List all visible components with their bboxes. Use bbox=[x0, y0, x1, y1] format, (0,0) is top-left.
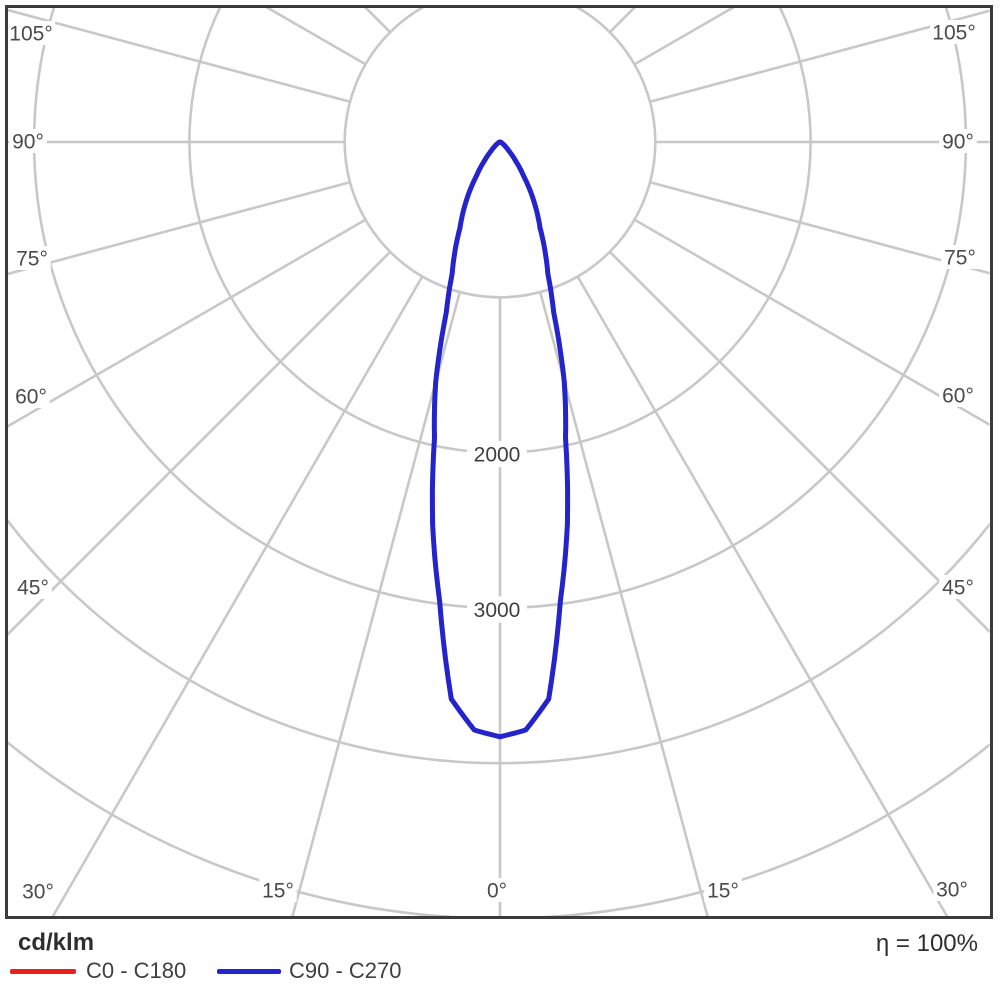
angle-label-right: 105° bbox=[932, 22, 975, 45]
gamma-spoke bbox=[8, 180, 351, 276]
angle-label-right-bg bbox=[933, 877, 971, 901]
angle-label-bottom: 0° bbox=[487, 880, 507, 903]
unit-label: cd/klm bbox=[18, 929, 95, 956]
angle-label-bottom: 15° bbox=[707, 880, 739, 903]
angle-label-right: 90° bbox=[942, 131, 974, 154]
angle-label-left: 45° bbox=[17, 577, 49, 600]
angle-label-right: 30° bbox=[936, 879, 968, 902]
radial-ring bbox=[343, 8, 657, 299]
intensity-curve-c90-c270 bbox=[429, 139, 571, 740]
angle-label-right: 60° bbox=[942, 385, 974, 408]
legend-swatch-c90-c270 bbox=[217, 969, 281, 974]
angle-label-left: 30° bbox=[22, 881, 54, 904]
ring-label-bg bbox=[467, 596, 527, 623]
angle-label-left-bg bbox=[13, 246, 51, 270]
gamma-spoke bbox=[8, 250, 392, 636]
legend-label-c0-c180: C0 - C180 bbox=[86, 958, 187, 983]
angle-label-bottom-bg bbox=[259, 878, 297, 902]
gamma-spoke bbox=[538, 291, 709, 916]
angle-label-left-bg bbox=[14, 575, 52, 599]
angle-label-left-bg bbox=[19, 879, 57, 903]
angle-label-right: 45° bbox=[942, 577, 974, 600]
gamma-spoke bbox=[649, 180, 990, 275]
chart-frame bbox=[5, 5, 993, 919]
gamma-spoke bbox=[576, 275, 949, 916]
angle-label-left: 75° bbox=[16, 248, 48, 271]
gamma-spoke bbox=[633, 218, 990, 427]
angle-label-right-bg bbox=[939, 383, 977, 407]
angle-label-right-bg bbox=[939, 129, 977, 153]
gamma-spoke bbox=[649, 9, 990, 104]
angle-label-bottom-bg bbox=[483, 878, 511, 902]
angle-label-right-bg bbox=[939, 575, 977, 599]
angle-label-right: 75° bbox=[944, 247, 976, 270]
angle-label-bottom: 15° bbox=[262, 880, 294, 903]
angle-label-right-bg bbox=[941, 245, 979, 269]
angle-label-left-bg bbox=[12, 384, 50, 408]
ring-label: 3000 bbox=[474, 599, 521, 622]
legend-label-c90-c270: C90 - C270 bbox=[289, 958, 402, 983]
angle-label-bottom-bg bbox=[704, 878, 742, 902]
gamma-spoke bbox=[8, 218, 367, 428]
angle-label-left: 60° bbox=[15, 386, 47, 409]
angle-label-left: 90° bbox=[12, 131, 44, 154]
gamma-spoke bbox=[8, 8, 351, 104]
gamma-spoke bbox=[291, 291, 462, 916]
angle-label-left-bg bbox=[7, 21, 55, 45]
radial-ring bbox=[8, 518, 990, 765]
angle-label-left-bg bbox=[9, 129, 47, 153]
angle-label-left: 105° bbox=[9, 23, 52, 46]
gamma-spoke bbox=[608, 250, 990, 634]
gamma-spoke bbox=[51, 275, 424, 916]
legend-swatch-c0-c180 bbox=[10, 969, 76, 974]
ring-label-bg bbox=[467, 441, 527, 468]
efficiency-label: η = 100% bbox=[875, 930, 978, 957]
ring-label: 2000 bbox=[474, 444, 521, 467]
angle-labels: 105° 90° 75° 60° 45° 30° 15° 0° 15° 30° 45° 60° 75° 9… bbox=[7, 20, 979, 904]
angle-label-right-bg bbox=[930, 20, 978, 44]
